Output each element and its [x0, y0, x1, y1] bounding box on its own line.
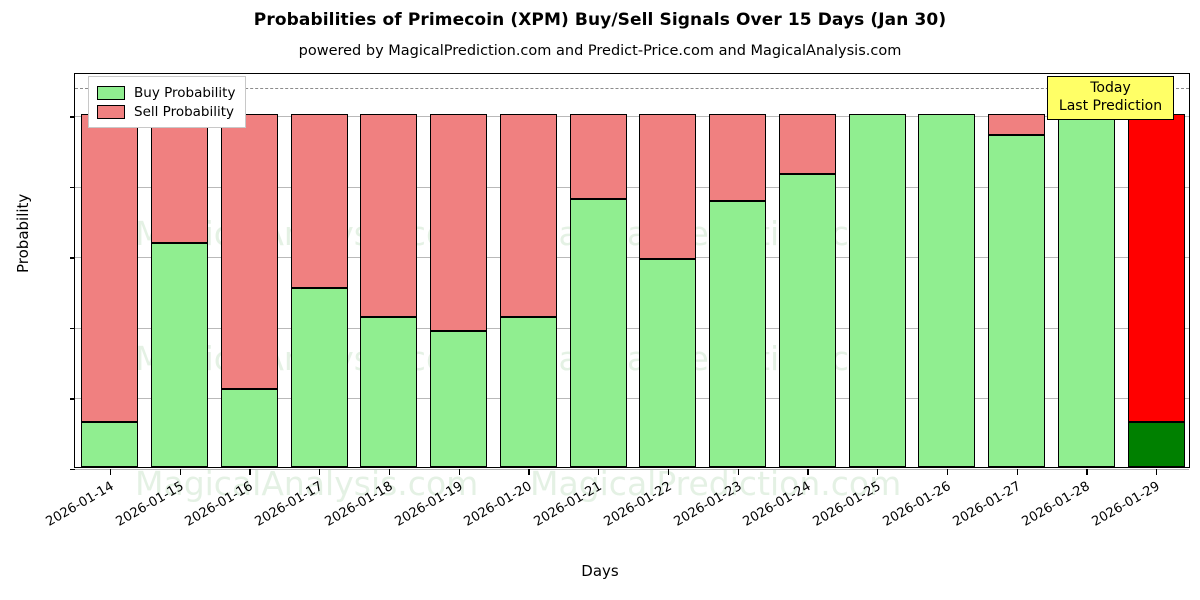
y-gridline — [75, 186, 1189, 188]
bar-2026-01-25[interactable] — [848, 72, 906, 467]
today-line2: Last Prediction — [1058, 97, 1163, 114]
bar-segment-sell[interactable] — [1127, 114, 1185, 423]
y-tick-mark — [70, 116, 75, 118]
bar-2026-01-27[interactable] — [988, 72, 1046, 467]
today-line1: Today — [1090, 80, 1131, 96]
bar-segment-buy[interactable] — [778, 173, 836, 467]
x-tick-mark — [877, 469, 879, 475]
bar-segment-sell[interactable] — [360, 114, 418, 317]
chart-subtitle: powered by MagicalPrediction.com and Pre… — [298, 43, 902, 59]
y-tick-mark — [70, 186, 75, 189]
legend-swatch-sell — [97, 104, 125, 119]
bar-2026-01-15[interactable] — [151, 72, 209, 467]
bar-segment-sell[interactable] — [290, 114, 348, 289]
y-axis-label: Probability — [14, 193, 32, 273]
bar-segment-buy[interactable] — [1057, 114, 1115, 467]
bar-2026-01-28[interactable] — [1057, 72, 1115, 467]
bar-2026-01-18[interactable] — [360, 72, 418, 467]
bar-2026-01-26[interactable] — [918, 72, 976, 467]
x-tick-mark — [528, 469, 530, 475]
legend-item-sell: Sell Probability — [97, 102, 235, 121]
bar-segment-buy[interactable] — [220, 389, 278, 467]
bar-2026-01-21[interactable] — [569, 72, 627, 467]
bar-segment-buy[interactable] — [569, 198, 627, 467]
x-tick-mark — [737, 469, 739, 475]
x-tick-mark — [179, 469, 181, 475]
bar-segment-sell[interactable] — [499, 114, 557, 317]
bar-segment-buy[interactable] — [639, 259, 697, 467]
today-annotation: Today Last Prediction — [1047, 76, 1174, 120]
bar-2026-01-17[interactable] — [290, 72, 348, 467]
chart-title: Probabilities of Primecoin (XPM) Buy/Sel… — [253, 10, 947, 30]
y-gridline — [75, 257, 1189, 259]
bar-segment-buy[interactable] — [81, 422, 139, 467]
bar-segment-buy[interactable] — [430, 330, 488, 467]
x-tick-mark — [598, 469, 600, 475]
bar-segment-buy[interactable] — [918, 114, 976, 467]
y-tick-mark — [70, 327, 75, 330]
bar-2026-01-23[interactable] — [709, 72, 767, 467]
bar-2026-01-22[interactable] — [639, 72, 697, 467]
bar-segment-sell[interactable] — [220, 114, 278, 390]
bar-2026-01-14[interactable] — [81, 72, 139, 467]
bar-segment-sell[interactable] — [988, 114, 1046, 135]
bar-segment-buy[interactable] — [848, 114, 906, 467]
y-tick-mark — [70, 469, 75, 471]
reference-line — [75, 88, 1189, 90]
bar-segment-buy[interactable] — [988, 134, 1046, 467]
bar-2026-01-29[interactable] — [1127, 72, 1185, 467]
x-axis-label: Days — [581, 562, 619, 580]
bar-segment-sell[interactable] — [778, 114, 836, 174]
y-gridline — [75, 327, 1189, 329]
x-tick-mark — [249, 469, 251, 475]
legend-swatch-buy — [97, 85, 125, 100]
bar-segment-buy[interactable] — [1127, 422, 1185, 467]
y-gridline — [75, 469, 1189, 470]
bar-2026-01-20[interactable] — [499, 72, 557, 467]
x-tick-mark — [1156, 469, 1158, 475]
chart-legend: Buy Probability Sell Probability — [88, 76, 247, 128]
x-tick-mark — [458, 469, 460, 475]
bar-2026-01-16[interactable] — [220, 72, 278, 467]
legend-item-buy: Buy Probability — [97, 83, 235, 102]
legend-label-sell: Sell Probability — [134, 103, 235, 120]
bar-segment-sell[interactable] — [430, 114, 488, 331]
y-gridline — [75, 116, 1189, 118]
x-tick-mark — [388, 469, 391, 475]
x-tick-mark — [1016, 469, 1018, 475]
plot-area: MagicalAnalysis.com MagicalPrediction.com… — [70, 72, 1190, 503]
bar-segment-buy[interactable] — [151, 243, 209, 467]
x-tick-mark — [319, 469, 321, 475]
legend-label-buy: Buy Probability — [134, 84, 236, 101]
bar-segment-buy[interactable] — [290, 288, 348, 467]
x-tick-mark — [1086, 469, 1088, 475]
y-gridline — [75, 398, 1189, 400]
bar-segment-buy[interactable] — [360, 316, 418, 467]
bar-2026-01-19[interactable] — [430, 72, 488, 467]
bar-segment-buy[interactable] — [499, 316, 557, 467]
bar-segment-sell[interactable] — [569, 114, 627, 199]
x-tick-mark — [109, 469, 112, 475]
bar-segment-buy[interactable] — [709, 200, 767, 467]
bar-segment-sell[interactable] — [639, 114, 697, 260]
bar-2026-01-24[interactable] — [778, 72, 836, 467]
x-tick-mark — [807, 469, 809, 475]
y-tick-mark — [70, 398, 75, 400]
x-tick-mark — [667, 469, 670, 475]
bar-segment-sell[interactable] — [151, 114, 209, 244]
x-tick-mark — [946, 469, 949, 475]
bar-segment-sell[interactable] — [81, 114, 139, 423]
y-tick-mark — [70, 257, 75, 259]
bar-segment-sell[interactable] — [709, 114, 767, 201]
